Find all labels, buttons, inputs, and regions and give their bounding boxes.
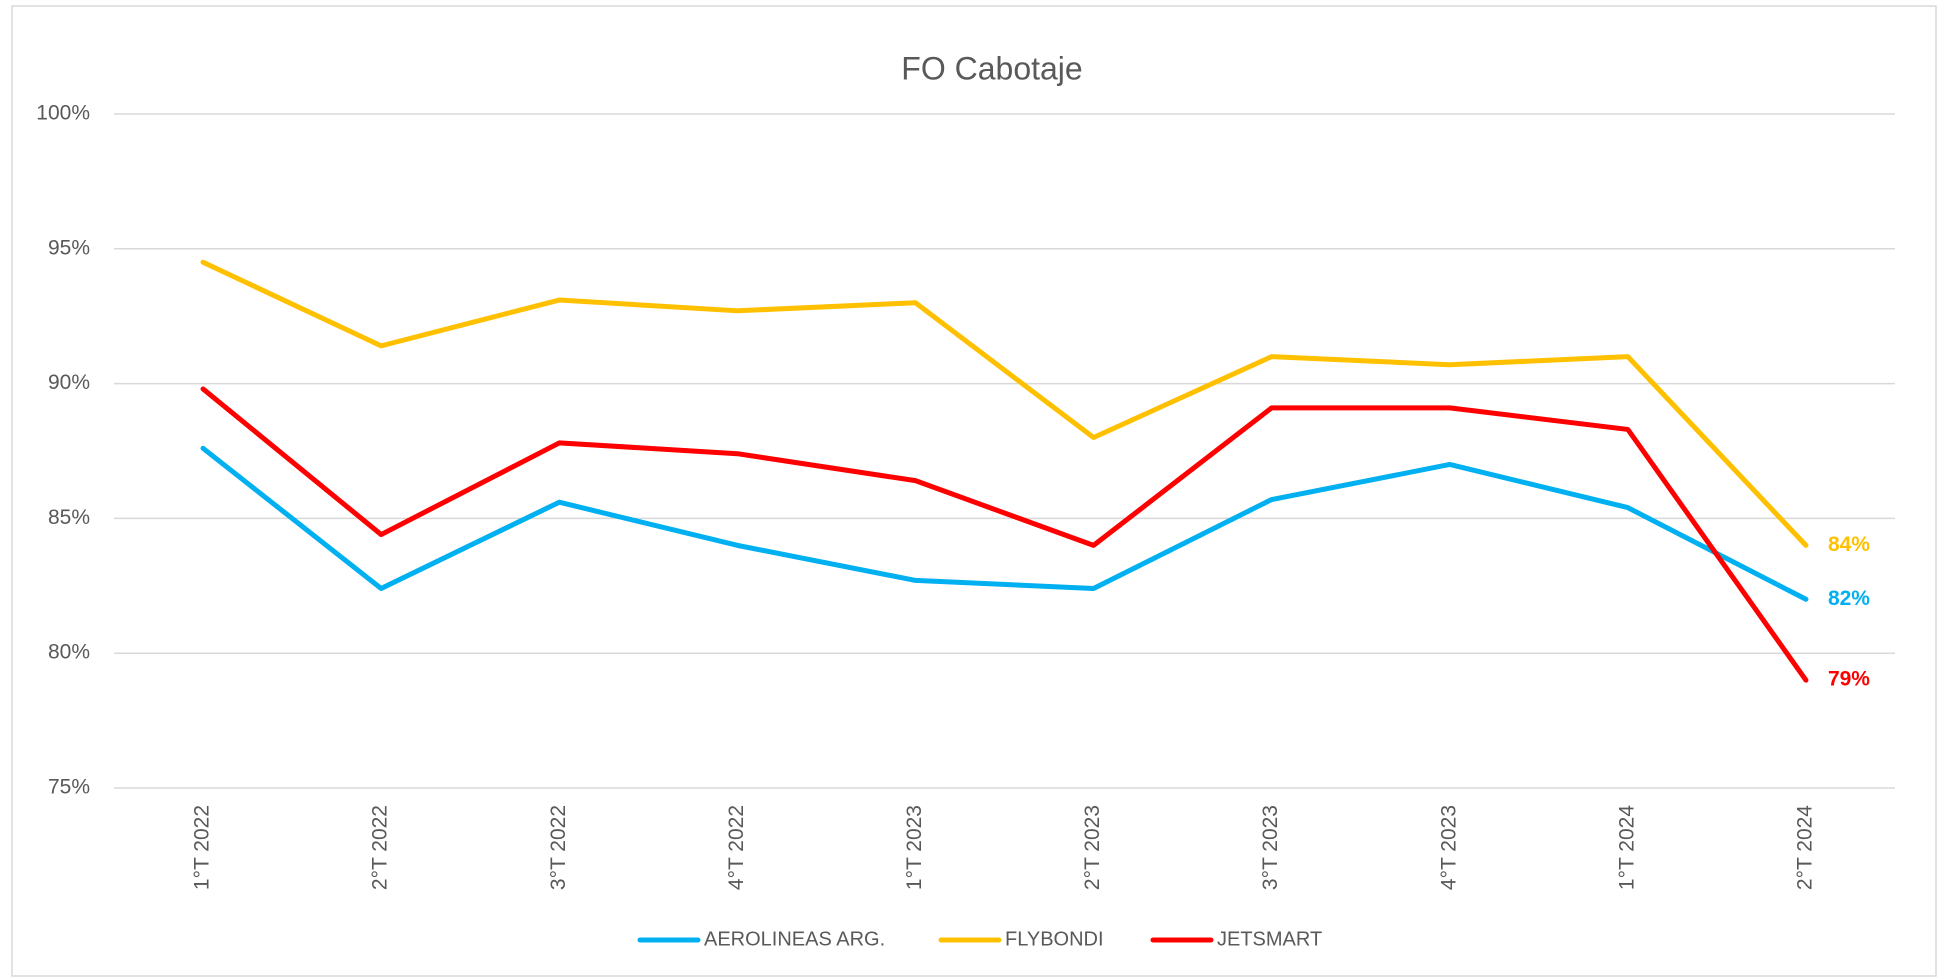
x-tick-label: 1°T 2023 — [903, 805, 926, 890]
x-tick-label: 2°T 2023 — [1081, 805, 1104, 890]
chart-title: FO Cabotaje — [901, 50, 1082, 86]
x-tick-label: 4°T 2023 — [1437, 805, 1460, 890]
y-tick-label: 90% — [48, 371, 90, 394]
series-line — [200, 386, 1809, 683]
series-line — [200, 259, 1809, 548]
data-label: 79% — [1828, 668, 1870, 691]
x-tick-label: 2°T 2022 — [369, 805, 392, 890]
y-tick-label: 85% — [48, 506, 90, 529]
x-tick-label: 3°T 2023 — [1259, 805, 1282, 890]
x-tick-label: 1°T 2024 — [1615, 805, 1638, 890]
x-tick-label: 1°T 2022 — [191, 805, 214, 890]
legend-label: FLYBONDI — [1005, 928, 1104, 950]
chart-frame — [11, 5, 1937, 977]
series-line — [200, 445, 1809, 602]
y-tick-label: 80% — [48, 641, 90, 664]
y-tick-label: 95% — [48, 236, 90, 259]
y-tick-label: 100% — [36, 102, 90, 125]
x-tick-label: 3°T 2022 — [547, 805, 570, 890]
legend-label: JETSMART — [1217, 928, 1322, 950]
legend-label: AEROLINEAS ARG. — [704, 928, 885, 950]
y-tick-label: 75% — [48, 776, 90, 799]
x-tick-label: 2°T 2024 — [1793, 805, 1816, 890]
x-tick-label: 4°T 2022 — [725, 805, 748, 890]
data-label: 82% — [1828, 587, 1870, 610]
data-label: 84% — [1828, 533, 1870, 556]
